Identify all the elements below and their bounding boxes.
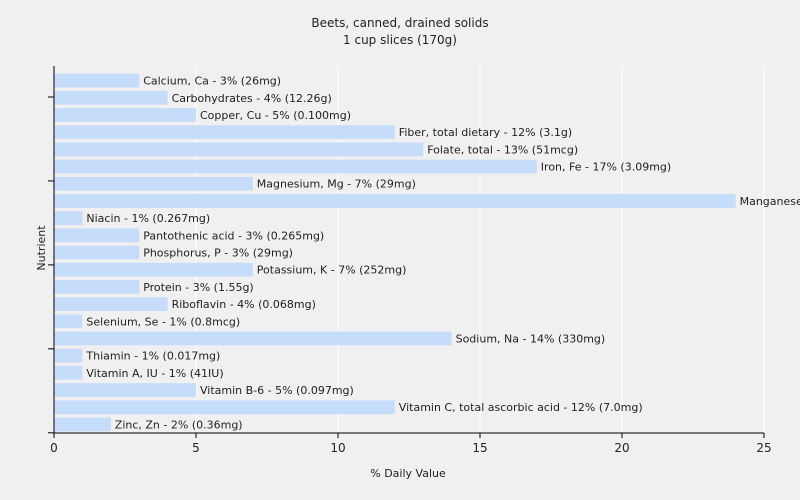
bar-17	[54, 365, 83, 380]
bar-label-9: Pantothenic acid - 3% (0.265mg)	[143, 229, 324, 242]
bar-9	[54, 228, 140, 243]
bar-6	[54, 176, 253, 191]
x-tick-label-3: 15	[472, 441, 487, 455]
bar-4	[54, 142, 424, 157]
bar-0	[54, 73, 140, 88]
bar-label-8: Niacin - 1% (0.267mg)	[86, 212, 210, 225]
bar-12	[54, 280, 140, 294]
bar-18	[54, 383, 196, 397]
bars-group: Calcium, Ca - 3% (26mg) Carbohydrates - 4…	[54, 73, 800, 432]
y-axis-label: Nutrient	[35, 225, 48, 271]
bar-8	[54, 211, 83, 225]
bar-15	[54, 331, 452, 346]
bar-label-5: Iron, Fe - 17% (3.09mg)	[541, 161, 671, 174]
bar-2	[54, 108, 196, 122]
bar-1	[54, 90, 168, 105]
bar-13	[54, 297, 168, 311]
bar-label-0: Calcium, Ca - 3% (26mg)	[143, 75, 281, 88]
x-tick-label-1: 5	[192, 441, 200, 455]
x-axis-label: % Daily Value	[370, 467, 446, 480]
bar-label-3: Fiber, total dietary - 12% (3.1g)	[399, 126, 572, 139]
bar-label-2: Copper, Cu - 5% (0.100mg)	[200, 109, 351, 122]
bar-11	[54, 262, 253, 277]
chart-subtitle: 1 cup slices (170g)	[343, 33, 457, 47]
bar-label-1: Carbohydrates - 4% (12.26g)	[172, 92, 332, 105]
bar-label-19: Vitamin C, total ascorbic acid - 12% (7.…	[399, 401, 643, 414]
bar-label-4: Folate, total - 13% (51mcg)	[427, 143, 578, 156]
x-tick-label-2: 10	[330, 441, 345, 455]
bar-label-10: Phosphorus, P - 3% (29mg)	[143, 247, 293, 260]
bar-label-16: Thiamin - 1% (0.017mg)	[85, 350, 220, 363]
bar-label-6: Magnesium, Mg - 7% (29mg)	[257, 178, 416, 191]
bar-16	[54, 348, 83, 363]
chart-title: Beets, canned, drained solids	[311, 16, 488, 30]
bar-label-17: Vitamin A, IU - 1% (41IU)	[86, 367, 223, 380]
bar-label-14: Selenium, Se - 1% (0.8mcg)	[86, 315, 240, 328]
bar-7	[54, 194, 736, 208]
bar-5	[54, 159, 537, 174]
bar-19	[54, 400, 395, 415]
bar-14	[54, 314, 83, 329]
x-tick-label-4: 20	[614, 441, 629, 455]
bar-label-7: Manganese, Mn - 24% (0.488mg)	[740, 195, 800, 208]
axes-group: 0 5 10 15 20 25	[48, 66, 772, 455]
bar-3	[54, 125, 395, 140]
x-tick-label-5: 25	[756, 441, 771, 455]
bar-label-13: Riboflavin - 4% (0.068mg)	[172, 298, 316, 311]
bar-label-18: Vitamin B-6 - 5% (0.097mg)	[200, 384, 354, 397]
bar-label-15: Sodium, Na - 14% (330mg)	[456, 332, 606, 345]
bar-label-20: Zinc, Zn - 2% (0.36mg)	[115, 418, 243, 431]
bar-label-11: Potassium, K - 7% (252mg)	[257, 264, 407, 277]
x-tick-label-0: 0	[50, 441, 58, 455]
bar-label-12: Protein - 3% (1.55g)	[143, 281, 254, 294]
bar-20	[54, 417, 111, 432]
bar-10	[54, 245, 140, 260]
